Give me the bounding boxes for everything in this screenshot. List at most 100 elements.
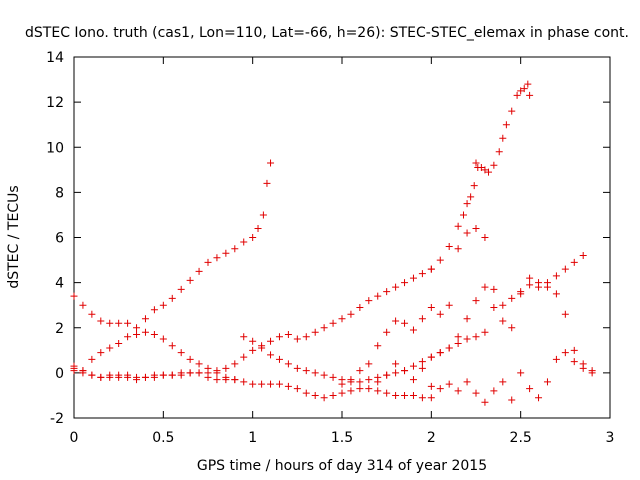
data-point (499, 378, 507, 386)
data-point (383, 288, 391, 296)
data-point (383, 328, 391, 336)
data-point (329, 319, 337, 327)
data-point (436, 349, 444, 357)
data-point (427, 265, 435, 273)
data-point (552, 272, 560, 280)
data-point (302, 333, 310, 341)
data-point (490, 387, 498, 395)
data-point (383, 389, 391, 397)
data-point (472, 224, 480, 232)
data-point (204, 258, 212, 266)
data-point (88, 371, 96, 379)
data-point (284, 382, 292, 390)
data-point (222, 249, 230, 257)
data-point (284, 331, 292, 339)
y-tick-label: 8 (55, 185, 64, 201)
data-point (329, 391, 337, 399)
series-1 (70, 159, 275, 375)
data-point (195, 360, 203, 368)
data-point (70, 367, 78, 375)
data-point (70, 292, 78, 300)
data-point (481, 166, 489, 174)
data-point (267, 380, 275, 388)
data-point (168, 294, 176, 302)
data-point (427, 353, 435, 361)
data-point (311, 369, 319, 377)
data-point (481, 328, 489, 336)
series-4 (70, 367, 435, 402)
data-point (467, 193, 475, 201)
data-point (249, 346, 257, 354)
data-point (329, 373, 337, 381)
data-point (338, 315, 346, 323)
data-point (293, 335, 301, 343)
data-point (472, 297, 480, 305)
data-point (401, 279, 409, 287)
x-tick-label: 1.5 (331, 430, 353, 446)
data-point (311, 391, 319, 399)
data-point (552, 290, 560, 298)
data-point (275, 355, 283, 363)
data-point (454, 340, 462, 348)
data-point (383, 371, 391, 379)
data-point (490, 303, 498, 311)
data-point (463, 200, 471, 208)
data-point (213, 254, 221, 262)
data-point (472, 389, 480, 397)
data-point (338, 380, 346, 388)
data-point (374, 342, 382, 350)
data-point (436, 256, 444, 264)
data-point (445, 243, 453, 251)
data-point (508, 294, 516, 302)
data-point (436, 385, 444, 393)
data-point (409, 326, 417, 334)
chart-title: dSTEC Iono. truth (cas1, Lon=110, Lat=-6… (25, 25, 629, 41)
x-tick-label: 2.5 (510, 430, 532, 446)
y-tick-label: -2 (50, 411, 64, 427)
data-point (499, 301, 507, 309)
y-tick-label: 12 (46, 95, 64, 111)
data-point (124, 333, 132, 341)
data-point (418, 394, 426, 402)
data-point (561, 349, 569, 357)
data-point (365, 376, 373, 384)
data-point (427, 303, 435, 311)
data-point (374, 387, 382, 395)
data-point (374, 292, 382, 300)
data-point (275, 380, 283, 388)
data-point (588, 369, 596, 377)
series-8 (427, 349, 596, 406)
data-point (115, 340, 123, 348)
y-tick-label: 0 (55, 366, 64, 382)
data-point (445, 344, 453, 352)
plot-frame (73, 56, 611, 419)
data-point (204, 373, 212, 381)
series-6 (338, 224, 587, 388)
data-point (481, 234, 489, 241)
data-point (133, 376, 141, 384)
data-point (259, 211, 267, 219)
data-point (499, 134, 507, 142)
data-point (409, 391, 417, 399)
series-3 (427, 80, 534, 273)
data-point (470, 182, 478, 190)
data-point (79, 369, 87, 377)
data-point (141, 328, 149, 336)
data-point (526, 281, 534, 289)
data-point (418, 315, 426, 323)
axis-ticks: 0 0.5 1 1.5 2 2.5 3 -2 0 2 4 6 8 10 12 14 (46, 50, 614, 446)
data-point (561, 265, 569, 273)
data-point (124, 373, 132, 381)
data-point (463, 335, 471, 343)
data-point (365, 297, 373, 305)
data-point (267, 351, 275, 359)
data-point (249, 337, 257, 345)
data-point (454, 245, 462, 253)
data-point (222, 376, 230, 384)
data-point (463, 378, 471, 386)
data-point (97, 373, 105, 381)
data-point (508, 396, 516, 404)
data-point (249, 234, 257, 241)
data-point (320, 371, 328, 379)
data-point (472, 159, 480, 167)
